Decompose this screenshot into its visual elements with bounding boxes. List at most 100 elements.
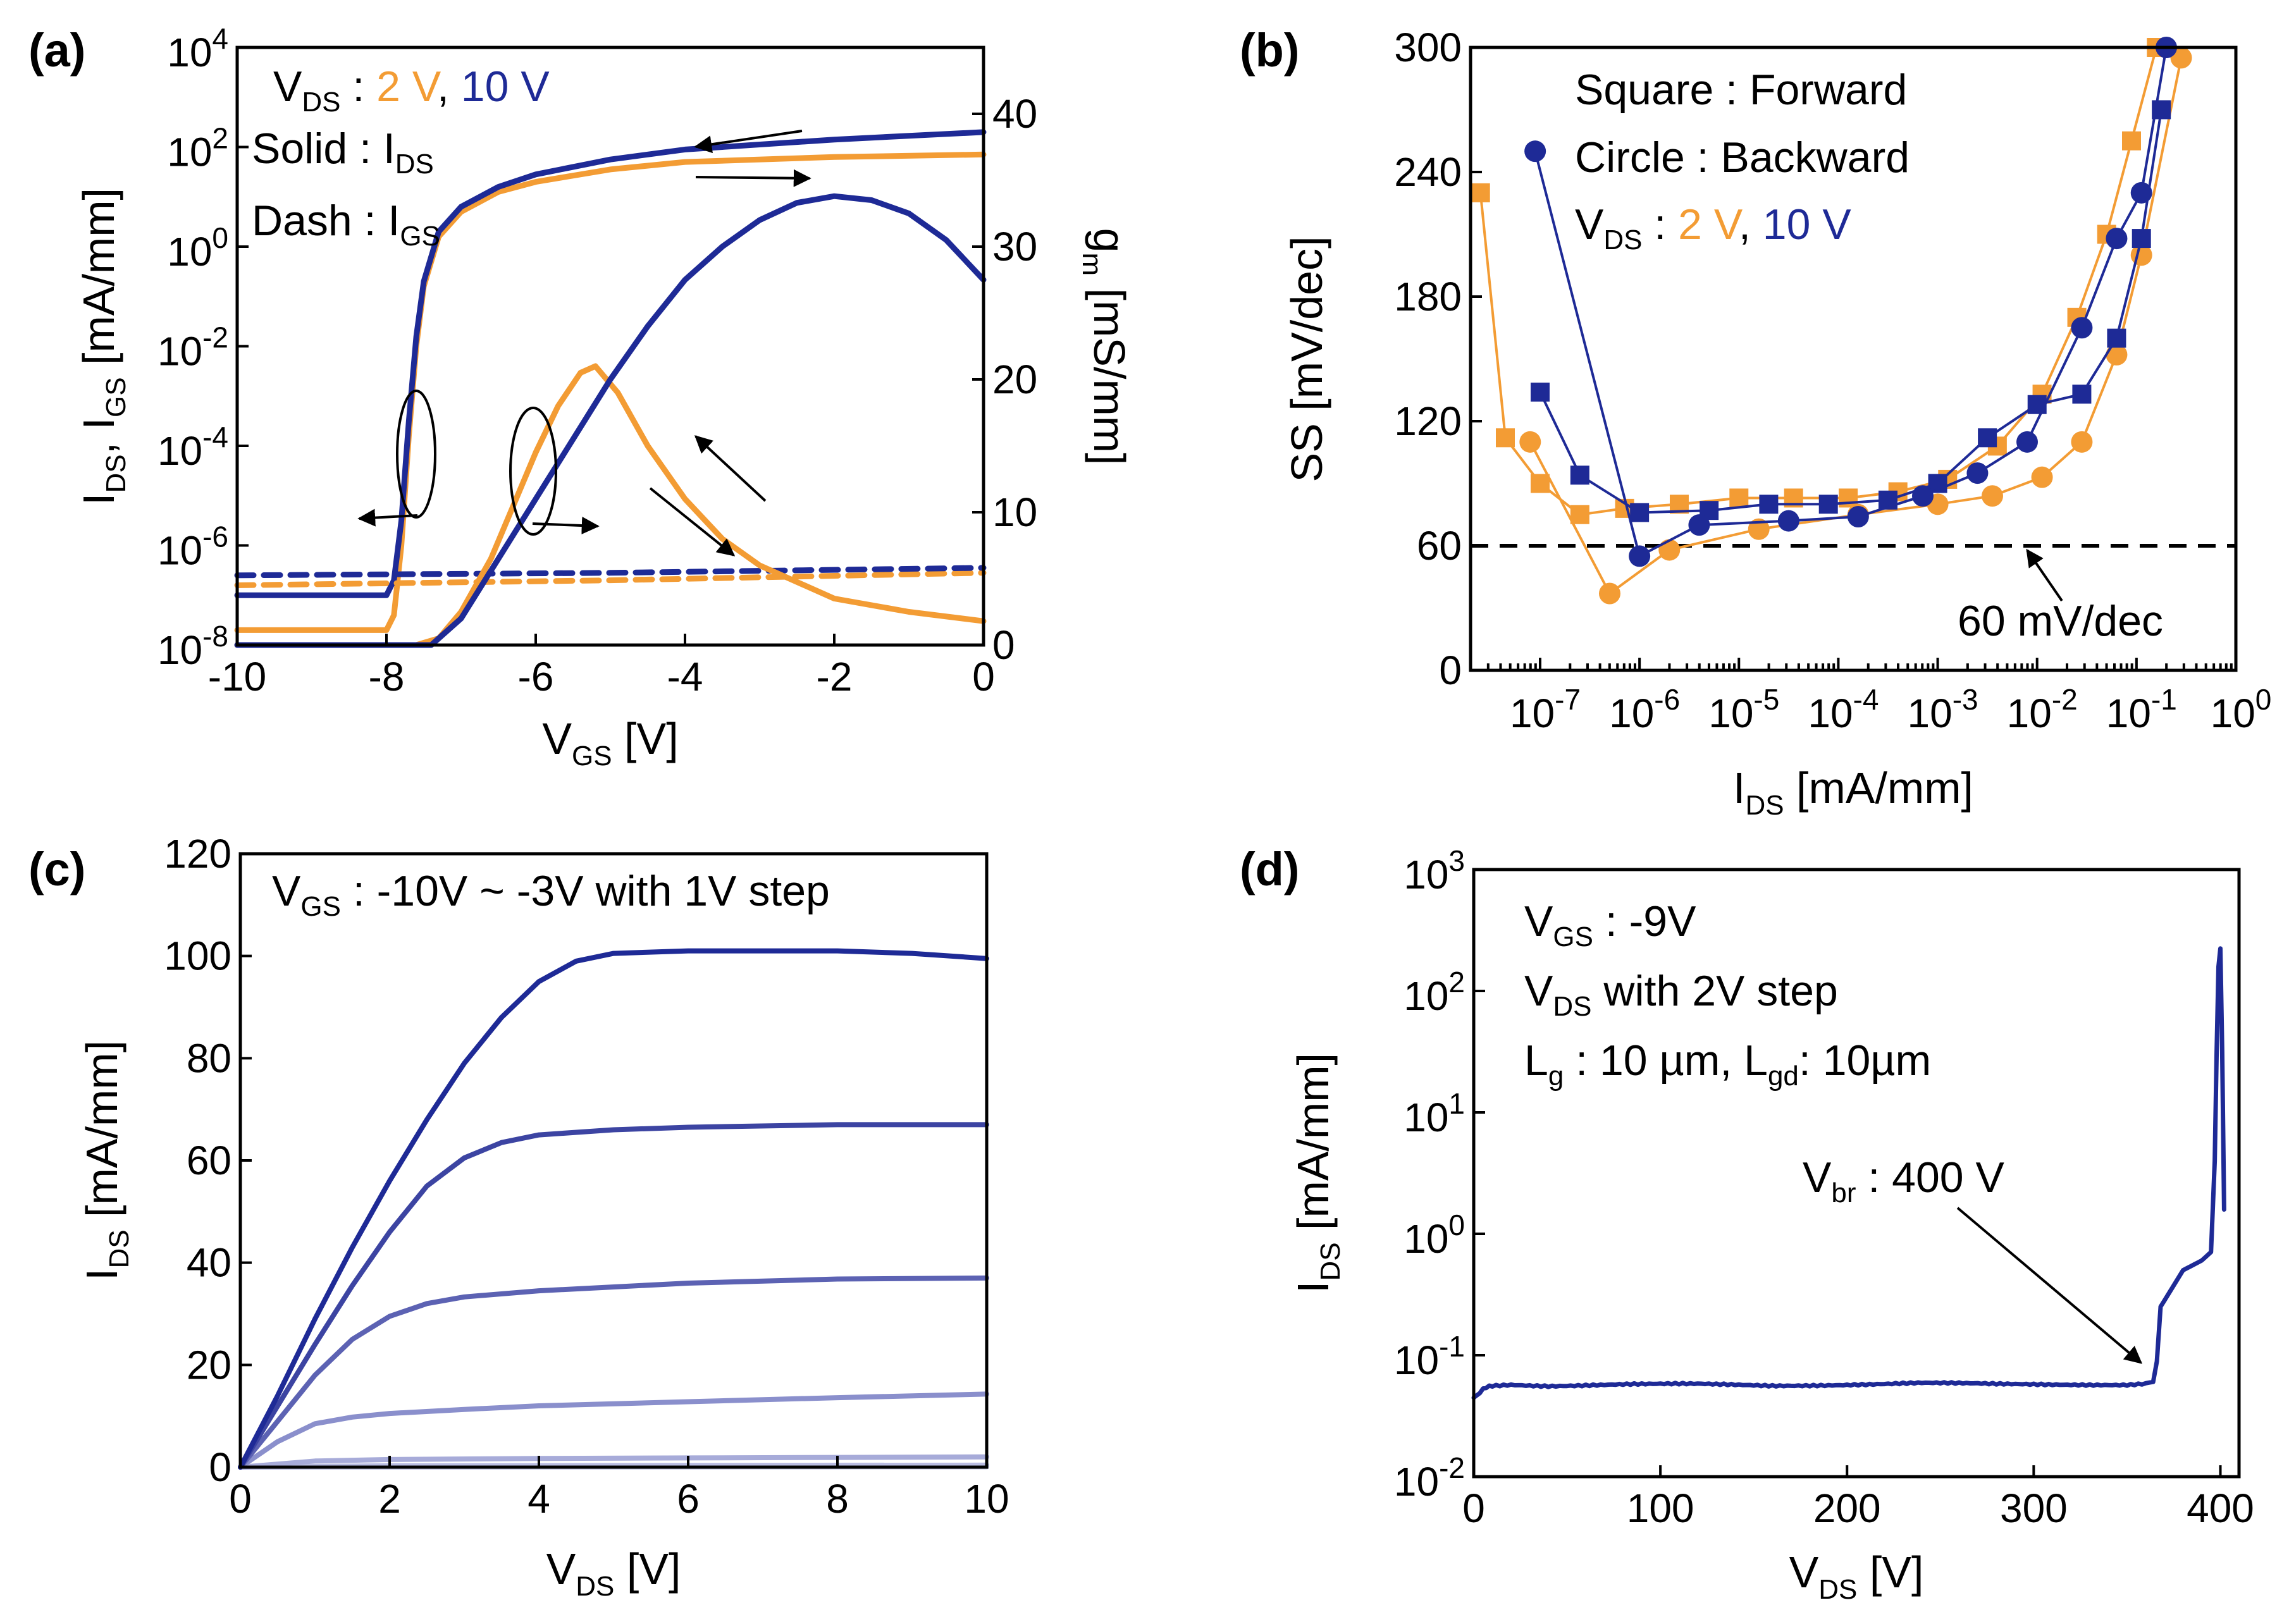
- panel-d-series-0: [1471, 946, 2226, 1400]
- panel-b-point-s1-2: [1658, 539, 1681, 561]
- panel-b-xlabel-unit: [mA/mm]: [1784, 763, 1973, 813]
- ann-d-l1-sub: GS: [1553, 921, 1593, 952]
- panel-c-x-tick-label-3: 6: [677, 1476, 700, 1522]
- panel-d-frame: [1472, 868, 2241, 1479]
- panel-b-point-s3-7: [2016, 431, 2038, 453]
- panel-b-point-s2-2: [1630, 503, 1650, 522]
- panel-a-y-tick-label-6-exp: -8: [202, 620, 228, 653]
- panel-b-ref-arrow: [2026, 548, 2063, 602]
- panel-a-y2-tick-label-3: 30: [992, 224, 1037, 269]
- panel-b-point-s2-0: [1531, 383, 1550, 402]
- panel-a-y-tick-label-4-exp: -4: [202, 421, 228, 453]
- panel-c-series-6: [238, 1122, 989, 1470]
- panel-a-y-tick-label-0-exp: 4: [212, 22, 228, 55]
- panel-d-y-tick-label-5: 10-2: [1394, 1451, 1465, 1504]
- panel-b-x-tick-label-3-base: 10: [1808, 691, 1853, 736]
- panel-b-x-tick-label-0-base: 10: [1510, 691, 1555, 736]
- panel-a-y-tick-label-1: 102: [167, 122, 228, 175]
- panel-c-series-7: [238, 948, 989, 1470]
- panel-a-y2-axis-label: gm [mS/mm]: [1077, 228, 1134, 465]
- panel-b-x-tick-label-6-exp: -1: [2151, 683, 2177, 716]
- panel-d-xlabel-main: V: [1789, 1547, 1819, 1597]
- panel-c-x-tick-label-2: 4: [528, 1476, 550, 1522]
- panel-b-point-s1-1: [1599, 582, 1620, 605]
- panel-a-x-tick-label-2: -6: [518, 654, 554, 699]
- ann-d-l2-sub: DS: [1553, 991, 1591, 1022]
- panel-c-y-tick-label-5: 100: [164, 933, 231, 979]
- panel-b-x-tick-label-1-exp: -6: [1654, 683, 1680, 716]
- panel-c-ylabel-a: I: [77, 1269, 126, 1281]
- panel-a-y-tick-label-1-base: 10: [167, 130, 212, 175]
- ann-a-vds-colon: :: [340, 63, 376, 111]
- panel-d-ylabel-a-sub: DS: [1315, 1242, 1346, 1281]
- panel-b-point-s0-3: [1570, 505, 1589, 524]
- panel-b-x-tick-label-7-exp: 0: [2255, 683, 2272, 716]
- panel-b-x-tick-label-4-base: 10: [1908, 691, 1953, 736]
- panel-c-annotation: VGS : -10V ~ -3V with 1V step: [272, 867, 830, 922]
- panel-d-ann-vbr: Vbr : 400 V: [1803, 1153, 2005, 1209]
- panel-a-series-5: [234, 193, 987, 648]
- panel-d-y-tick-label-4: 10-1: [1394, 1330, 1465, 1383]
- panel-a-y-tick-label-2-exp: 0: [212, 221, 228, 254]
- panel-b-legend-square: Square : Forward: [1575, 66, 1907, 114]
- panel-c-ylabel-a-sub: DS: [104, 1229, 135, 1268]
- panel-b-x-tick-label-0: 10-7: [1510, 683, 1581, 736]
- panel-b-y-tick-label-4: 240: [1394, 149, 1462, 195]
- panel-b-point-s0-2: [1531, 474, 1550, 493]
- panel-a-x-tick-label-4: -2: [817, 654, 853, 699]
- panel-a-series-3: [234, 565, 987, 579]
- panel-c-series-4: [238, 1391, 989, 1470]
- ann-a-solid: Solid : I: [252, 125, 395, 173]
- panel-a-y-tick-label-3-base: 10: [157, 329, 202, 374]
- panel-b-point-s1-6: [1982, 485, 2003, 507]
- panel-d-y-tick-label-3-exp: 0: [1448, 1209, 1465, 1241]
- panel-a-x-axis-label: VGS [V]: [542, 714, 678, 772]
- panel-b-ref-label: 60 mV/dec: [1958, 597, 2163, 645]
- panel-a-y-tick-label-5: 10-6: [157, 520, 228, 574]
- panel-c-x-tick-label-1: 2: [378, 1476, 401, 1522]
- panel-b-point-s3-2: [1688, 514, 1710, 536]
- ann-d-l3-b: : 10 µm, L: [1564, 1037, 1768, 1085]
- panel-a-ylabel-c: [mA/mm]: [74, 188, 123, 377]
- panel-b-series-line-0: [1479, 46, 2158, 516]
- ann-a-vds-10v: 10 V: [461, 63, 550, 111]
- panel-a-label: (a): [28, 24, 85, 77]
- panel-a-x-tick-label-1: -8: [369, 654, 405, 699]
- panel-d-ann-vds: VDS with 2V step: [1524, 967, 1838, 1022]
- panel-d-xlabel-sub: DS: [1818, 1574, 1857, 1605]
- panel-c-y-tick-label-1: 20: [187, 1342, 231, 1387]
- panel-b-x-tick-label-6-base: 10: [2106, 691, 2151, 736]
- ann-b-vds-sub: DS: [1603, 225, 1642, 255]
- panel-b-x-tick-label-2-exp: -5: [1753, 683, 1779, 716]
- panel-a: (a) -10 -8 -6 -4 -2 0 10410210010-210-410-610…: [28, 22, 1134, 772]
- panel-b-xlabel-main: I: [1733, 763, 1745, 813]
- panel-b-point-s1-3: [1748, 518, 1770, 540]
- panel-d-ylabel-a: I: [1288, 1281, 1338, 1293]
- panel-d-y-tick-label-4-exp: -1: [1439, 1330, 1465, 1363]
- panel-d-ylabel-b: [mA/mm]: [1288, 1053, 1338, 1242]
- ann-d-l3-b-sub: gd: [1768, 1061, 1799, 1092]
- panel-a-x-tick-label-3: -4: [667, 654, 703, 699]
- panel-b-point-s2-1: [1570, 465, 1589, 485]
- panel-d-y-tick-label-3-base: 10: [1404, 1216, 1448, 1262]
- panel-c-y-tick-label-4: 80: [187, 1035, 231, 1081]
- ann-d-vbr-prefix: V: [1803, 1153, 1832, 1202]
- panel-b-point-s2-9: [2027, 395, 2047, 414]
- panel-b-frame: [1469, 46, 2238, 672]
- panel-b-point-s3-10: [2130, 181, 2152, 204]
- panel-a-y2-ticks: 0 10 20 30 40: [972, 91, 1037, 668]
- panel-c-curves: [238, 948, 989, 1470]
- panel-a-ylabel-a-sub: DS: [101, 454, 132, 493]
- panel-d-y-tick-label-0-base: 10: [1404, 852, 1448, 897]
- panel-a-y2-tick-label-2: 20: [992, 357, 1037, 402]
- panel-d-y-tick-label-4-base: 10: [1394, 1338, 1439, 1383]
- panel-a-x-ticks: -10 -8 -6 -4 -2 0: [208, 634, 995, 699]
- panel-b-x-tick-label-6: 10-1: [2106, 683, 2177, 736]
- panel-c-xlabel-sub: DS: [576, 1571, 614, 1602]
- panel-a-xlabel-sub: GS: [572, 741, 612, 772]
- ann-c-prefix: V: [272, 867, 301, 915]
- ann-a-vds-comma: ,: [437, 63, 461, 111]
- panel-b-point-s1-0: [1519, 431, 1541, 453]
- panel-b-y-ticks: 0 60 120 180 240 300: [1394, 25, 1482, 693]
